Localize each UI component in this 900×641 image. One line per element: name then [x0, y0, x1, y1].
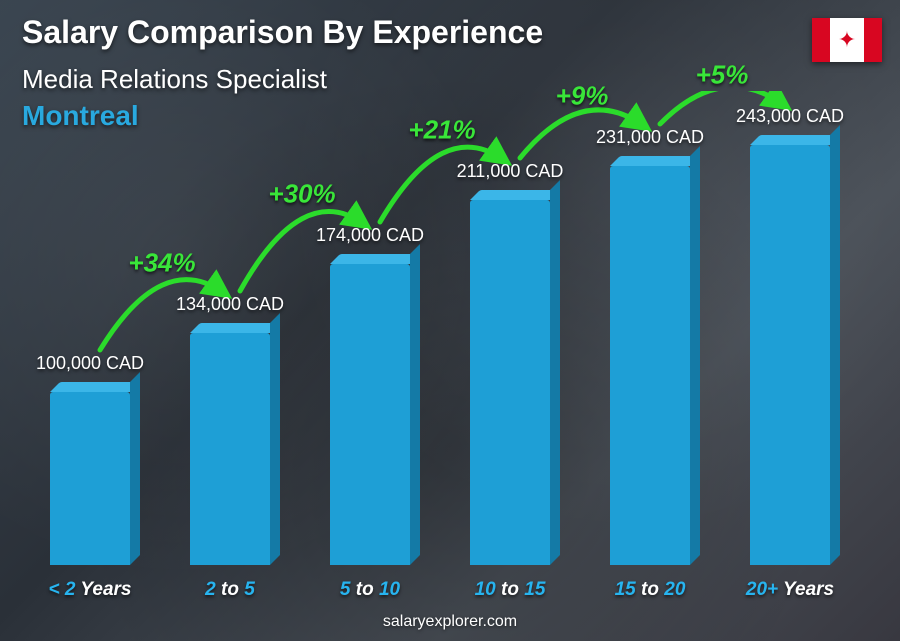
- bar-top-face: [330, 254, 420, 264]
- bar-top-face: [610, 156, 700, 166]
- bar-side-face: [550, 180, 560, 565]
- x-axis-label: 2 to 5: [170, 579, 290, 601]
- x-axis-label: 15 to 20: [590, 579, 710, 601]
- bar-top-face: [50, 382, 140, 392]
- x-axis-label: 5 to 10: [310, 579, 430, 601]
- credit-label: salaryexplorer.com: [0, 613, 900, 631]
- bar-side-face: [830, 125, 840, 565]
- bar-top-face: [470, 190, 560, 200]
- pct-increase-label: +30%: [268, 179, 335, 210]
- bar-side-face: [270, 313, 280, 565]
- maple-leaf-icon: ✦: [838, 29, 856, 51]
- x-axis-label: 10 to 15: [450, 579, 570, 601]
- pct-increase-label: +9%: [556, 81, 609, 112]
- pct-increase-label: +5%: [696, 60, 749, 91]
- bar: [610, 166, 690, 565]
- bar: [750, 145, 830, 565]
- bar-side-face: [130, 372, 140, 565]
- infographic-stage: Salary Comparison By Experience Media Re…: [0, 0, 900, 641]
- bar: [470, 200, 550, 565]
- bar: [330, 264, 410, 565]
- bar-chart: < 2 Years 100,000 CAD 2 to 5 134,000 CAD 5 t…: [20, 91, 860, 601]
- bar-top-face: [750, 135, 840, 145]
- value-label: 243,000 CAD: [720, 106, 860, 127]
- bar-side-face: [690, 146, 700, 565]
- bar: [50, 392, 130, 565]
- value-label: 231,000 CAD: [580, 127, 720, 148]
- canada-flag-icon: ✦: [812, 18, 882, 62]
- pct-increase-label: +34%: [128, 248, 195, 279]
- bar-top-face: [190, 323, 280, 333]
- value-label: 100,000 CAD: [20, 353, 160, 374]
- pct-increase-label: +21%: [408, 115, 475, 146]
- x-axis-label: < 2 Years: [30, 579, 150, 601]
- value-label: 211,000 CAD: [440, 161, 580, 182]
- value-label: 174,000 CAD: [300, 225, 440, 246]
- value-label: 134,000 CAD: [160, 294, 300, 315]
- x-axis-label: 20+ Years: [730, 579, 850, 601]
- page-title: Salary Comparison By Experience: [22, 14, 543, 51]
- bar: [190, 333, 270, 565]
- bar-side-face: [410, 244, 420, 565]
